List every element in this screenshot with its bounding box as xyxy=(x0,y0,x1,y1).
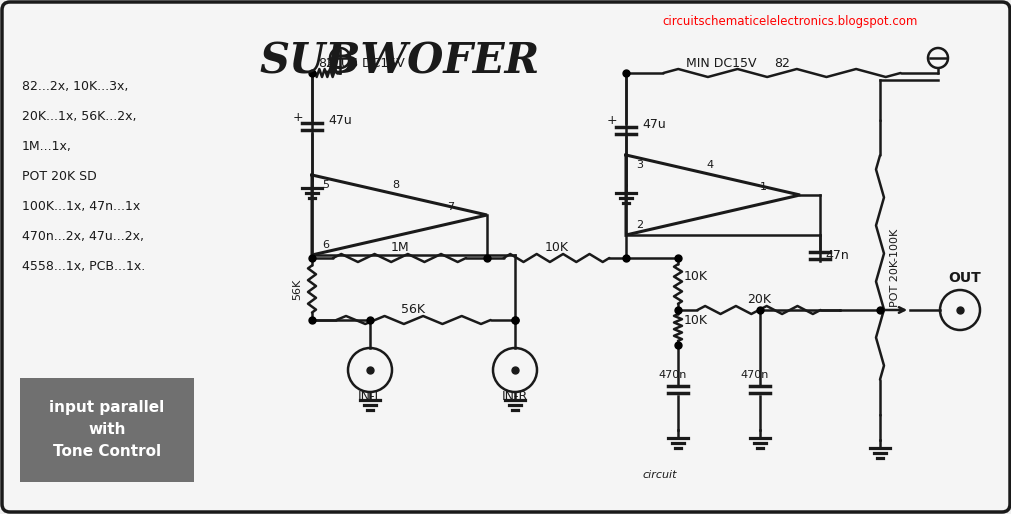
Text: 4558...1x, PCB...1x.: 4558...1x, PCB...1x. xyxy=(22,260,146,273)
Text: 470n: 470n xyxy=(740,370,768,380)
Text: 47u: 47u xyxy=(641,118,665,131)
Text: IN-R: IN-R xyxy=(501,390,528,403)
Text: 1M...1x,: 1M...1x, xyxy=(22,140,72,153)
Text: 20K...1x, 56K...2x,: 20K...1x, 56K...2x, xyxy=(22,110,136,123)
Text: 82: 82 xyxy=(317,57,334,70)
Text: 82...2x, 10K...3x,: 82...2x, 10K...3x, xyxy=(22,80,128,93)
Text: PLUS DC15V: PLUS DC15V xyxy=(327,57,404,70)
Text: input parallel: input parallel xyxy=(50,400,165,415)
Text: 470n: 470n xyxy=(658,370,686,380)
Text: 470n...2x, 47u...2x,: 470n...2x, 47u...2x, xyxy=(22,230,144,243)
Text: 100K...1x, 47n...1x: 100K...1x, 47n...1x xyxy=(22,200,141,213)
Text: circuitschematicelelectronics.blogspot.com: circuitschematicelelectronics.blogspot.c… xyxy=(661,15,917,28)
Text: +: + xyxy=(606,114,617,127)
Text: 6: 6 xyxy=(321,240,329,250)
Text: 5: 5 xyxy=(321,180,329,190)
Text: +: + xyxy=(292,111,303,123)
Text: POT 20K SD: POT 20K SD xyxy=(22,170,97,183)
Text: 3: 3 xyxy=(635,160,642,170)
Text: 47n: 47n xyxy=(824,248,848,262)
Text: 7: 7 xyxy=(447,202,454,212)
Text: 4: 4 xyxy=(706,160,713,170)
Text: 8: 8 xyxy=(391,180,398,190)
Text: 10K: 10K xyxy=(683,314,708,326)
Text: IN-L: IN-L xyxy=(358,390,382,403)
Text: 10K: 10K xyxy=(683,270,708,283)
Text: MIN DC15V: MIN DC15V xyxy=(685,57,756,70)
Text: OUT: OUT xyxy=(947,271,981,285)
Text: circuit: circuit xyxy=(642,470,676,480)
Text: 1M: 1M xyxy=(390,241,408,254)
Text: 56K: 56K xyxy=(401,303,425,316)
Text: SUBWOFER: SUBWOFER xyxy=(260,40,540,82)
Text: 82: 82 xyxy=(773,57,790,70)
Text: 47u: 47u xyxy=(328,114,352,127)
Text: 2: 2 xyxy=(635,220,642,230)
Text: with: with xyxy=(88,422,125,437)
Text: 56K: 56K xyxy=(292,279,301,300)
Text: 10K: 10K xyxy=(544,241,568,254)
Text: 20K: 20K xyxy=(746,293,770,306)
FancyBboxPatch shape xyxy=(20,378,194,482)
Text: Tone Control: Tone Control xyxy=(53,444,161,459)
Text: POT 20K-100K: POT 20K-100K xyxy=(889,228,899,307)
Text: 1: 1 xyxy=(759,182,766,192)
